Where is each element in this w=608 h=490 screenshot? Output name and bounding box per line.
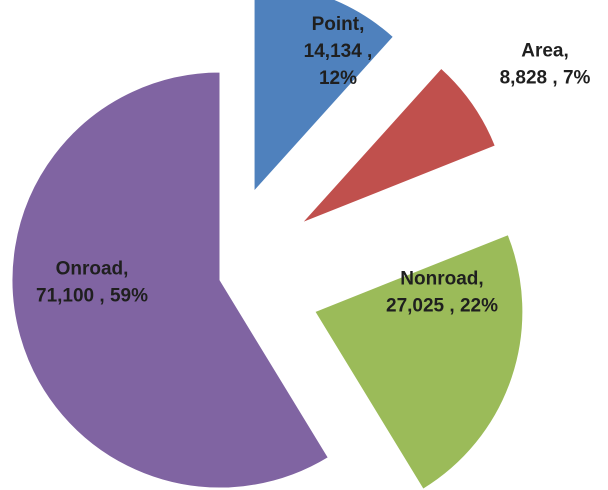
data-label-line: Point, <box>312 14 365 35</box>
data-label: Point, 14,134 , 12% <box>304 14 373 89</box>
data-label-line: Nonroad, <box>400 269 483 290</box>
data-label-line: Onroad, <box>56 259 129 280</box>
pie-slice <box>253 0 395 193</box>
data-label: Nonroad, 27,025 , 22% <box>386 269 498 317</box>
data-label-line: 27,025 , 22% <box>386 296 498 317</box>
data-label-line: 12% <box>319 68 357 89</box>
data-label: Onroad, 71,100 , 59% <box>36 259 148 307</box>
data-label-line: Area, <box>521 41 569 62</box>
data-label: Area, 8,828 , 7% <box>500 41 591 89</box>
pie-slice <box>301 67 496 224</box>
data-label-line: 8,828 , 7% <box>500 68 591 89</box>
pie-slice <box>11 71 330 489</box>
data-label-line: 14,134 , <box>304 41 373 62</box>
pie-slice <box>314 233 524 490</box>
data-label-line: 71,100 , 59% <box>36 286 148 307</box>
